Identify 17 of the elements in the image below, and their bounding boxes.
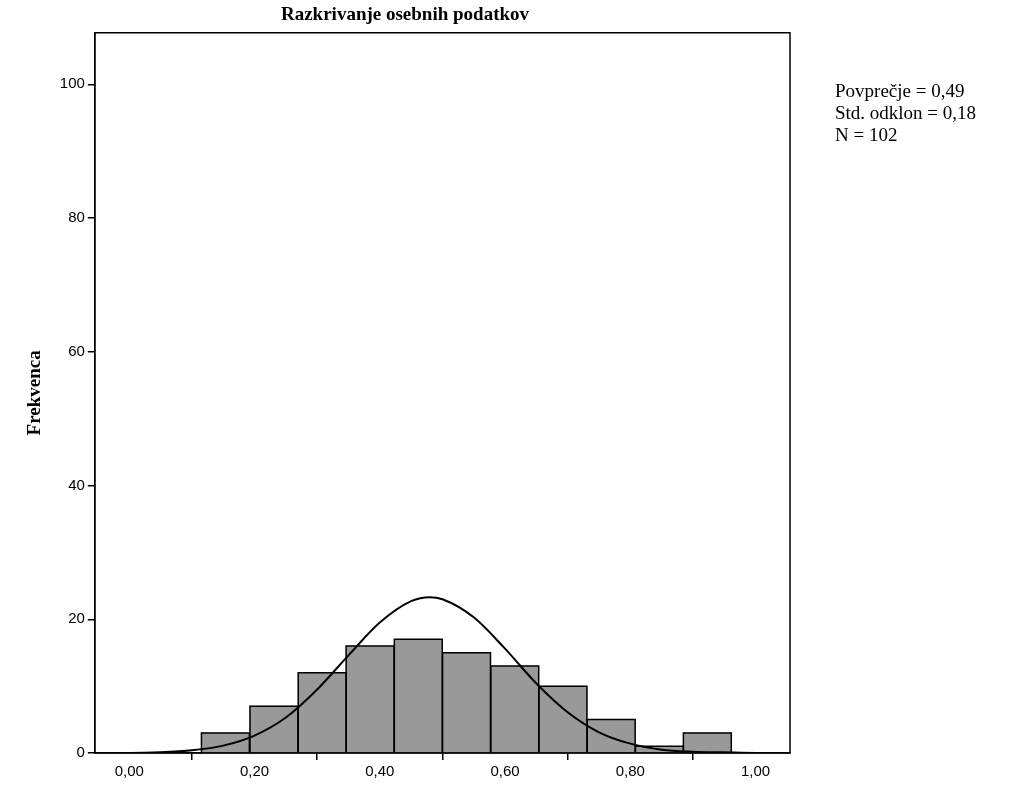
x-tick-label: 0,20	[239, 762, 270, 780]
text: Povprečje = 0,49	[835, 80, 966, 102]
x-tick-label: 1,00	[740, 762, 771, 780]
y-axis-title: Frekvenca	[23, 349, 45, 436]
y-tick-label: 40	[68, 475, 85, 493]
y-tick-label: 60	[68, 341, 85, 359]
y-tick-label: 0	[76, 743, 85, 761]
y-tick-label: 20	[68, 609, 85, 627]
x-tick-label: 0,40	[365, 762, 395, 780]
x-tick-label: 0,00	[114, 762, 144, 780]
text: N = 102	[835, 124, 899, 146]
y-tick-label: 80	[68, 208, 85, 226]
x-tick-label: 0,60	[490, 762, 520, 780]
chart-title: Razkrivanje osebnih podatkov	[280, 3, 530, 25]
x-tick-label: 0,80	[615, 762, 645, 780]
y-tick-label: 100	[59, 74, 85, 92]
text: Std. odklon = 0,18	[835, 102, 977, 124]
